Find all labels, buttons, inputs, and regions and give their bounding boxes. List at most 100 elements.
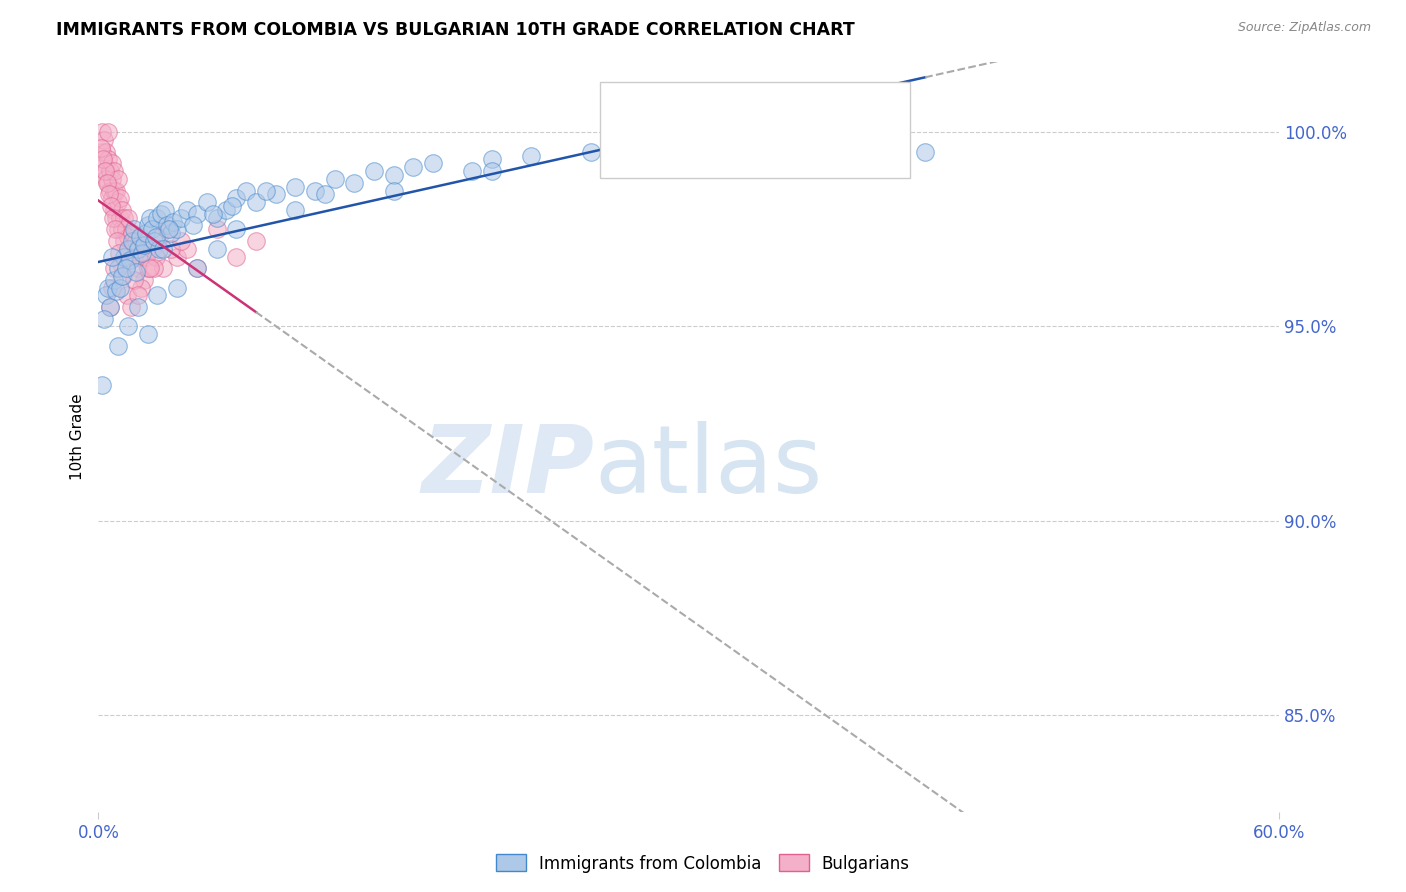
Point bbox=[94, 164, 117, 178]
Point bbox=[103, 261, 125, 276]
Point bbox=[100, 199, 122, 213]
Point bbox=[93, 311, 115, 326]
Point bbox=[148, 230, 170, 244]
Y-axis label: 10th Grade: 10th Grade bbox=[70, 393, 86, 481]
Point bbox=[110, 257, 132, 271]
Point bbox=[176, 202, 198, 217]
Point bbox=[141, 222, 163, 236]
Point bbox=[136, 327, 159, 342]
Point bbox=[118, 253, 141, 268]
Point bbox=[103, 184, 125, 198]
Point bbox=[170, 211, 193, 225]
Point bbox=[127, 288, 149, 302]
Point bbox=[156, 219, 179, 233]
Point bbox=[120, 300, 142, 314]
Point bbox=[111, 222, 134, 236]
Point bbox=[115, 261, 138, 276]
Point bbox=[156, 222, 179, 236]
Point bbox=[105, 285, 128, 299]
Point bbox=[186, 261, 208, 276]
Point bbox=[402, 161, 425, 175]
Point bbox=[186, 207, 208, 221]
Text: ZIP: ZIP bbox=[422, 421, 595, 513]
Point bbox=[117, 242, 139, 256]
Point bbox=[382, 184, 405, 198]
Point bbox=[160, 227, 183, 241]
Point bbox=[111, 268, 134, 283]
Point bbox=[107, 172, 129, 186]
Point bbox=[152, 261, 174, 276]
Point bbox=[117, 211, 139, 225]
Point bbox=[225, 250, 247, 264]
Point bbox=[128, 230, 150, 244]
Point bbox=[422, 156, 444, 170]
Point bbox=[93, 133, 115, 147]
Point bbox=[108, 211, 131, 225]
Point bbox=[96, 145, 118, 159]
Point bbox=[115, 288, 138, 302]
Point bbox=[166, 280, 188, 294]
Legend: Immigrants from Colombia, Bulgarians: Immigrants from Colombia, Bulgarians bbox=[489, 847, 917, 880]
Point bbox=[520, 148, 543, 162]
Point bbox=[145, 250, 167, 264]
Text: atlas: atlas bbox=[595, 421, 823, 513]
Point bbox=[108, 245, 131, 260]
Point bbox=[254, 184, 277, 198]
Point bbox=[148, 242, 170, 256]
Point bbox=[150, 207, 173, 221]
Point bbox=[117, 230, 139, 244]
Point bbox=[107, 195, 129, 210]
Point bbox=[284, 202, 307, 217]
Point bbox=[98, 300, 121, 314]
Point bbox=[98, 187, 121, 202]
Point bbox=[284, 179, 307, 194]
Point bbox=[103, 164, 125, 178]
Point bbox=[101, 156, 124, 170]
Point bbox=[98, 300, 121, 314]
Point bbox=[107, 261, 129, 276]
Point bbox=[111, 202, 134, 217]
Point bbox=[142, 234, 165, 248]
Point bbox=[97, 125, 120, 139]
Point bbox=[382, 168, 405, 182]
Point bbox=[235, 184, 257, 198]
Point bbox=[103, 202, 125, 217]
Point bbox=[264, 187, 287, 202]
Point bbox=[98, 184, 121, 198]
Text: IMMIGRANTS FROM COLOMBIA VS BULGARIAN 10TH GRADE CORRELATION CHART: IMMIGRANTS FROM COLOMBIA VS BULGARIAN 10… bbox=[56, 21, 855, 39]
Point bbox=[225, 191, 247, 205]
Point bbox=[145, 230, 167, 244]
Point bbox=[141, 242, 163, 256]
Point bbox=[101, 172, 124, 186]
Point bbox=[96, 172, 118, 186]
Point bbox=[142, 261, 165, 276]
Point bbox=[205, 242, 228, 256]
Point bbox=[91, 377, 114, 392]
Point bbox=[112, 250, 135, 264]
Point bbox=[122, 250, 145, 264]
Point bbox=[170, 234, 193, 248]
Point bbox=[225, 222, 247, 236]
Point bbox=[91, 125, 114, 139]
Point bbox=[152, 242, 174, 256]
Point bbox=[146, 211, 169, 225]
Point bbox=[835, 125, 858, 139]
Point bbox=[93, 156, 115, 170]
Point bbox=[136, 261, 159, 276]
Point bbox=[96, 164, 118, 178]
Point bbox=[579, 145, 602, 159]
Point bbox=[245, 234, 267, 248]
Text: R = 0.213   N = 77: R = 0.213 N = 77 bbox=[651, 137, 837, 156]
Point bbox=[132, 273, 155, 287]
Point bbox=[105, 184, 128, 198]
Point bbox=[121, 227, 143, 241]
Point bbox=[181, 219, 204, 233]
Text: R = 0.253   N = 83: R = 0.253 N = 83 bbox=[651, 96, 837, 115]
Point bbox=[160, 242, 183, 256]
Point bbox=[108, 191, 131, 205]
Point bbox=[104, 222, 127, 236]
Point bbox=[245, 195, 267, 210]
Point bbox=[98, 164, 121, 178]
Point bbox=[136, 219, 159, 233]
Point bbox=[221, 199, 243, 213]
